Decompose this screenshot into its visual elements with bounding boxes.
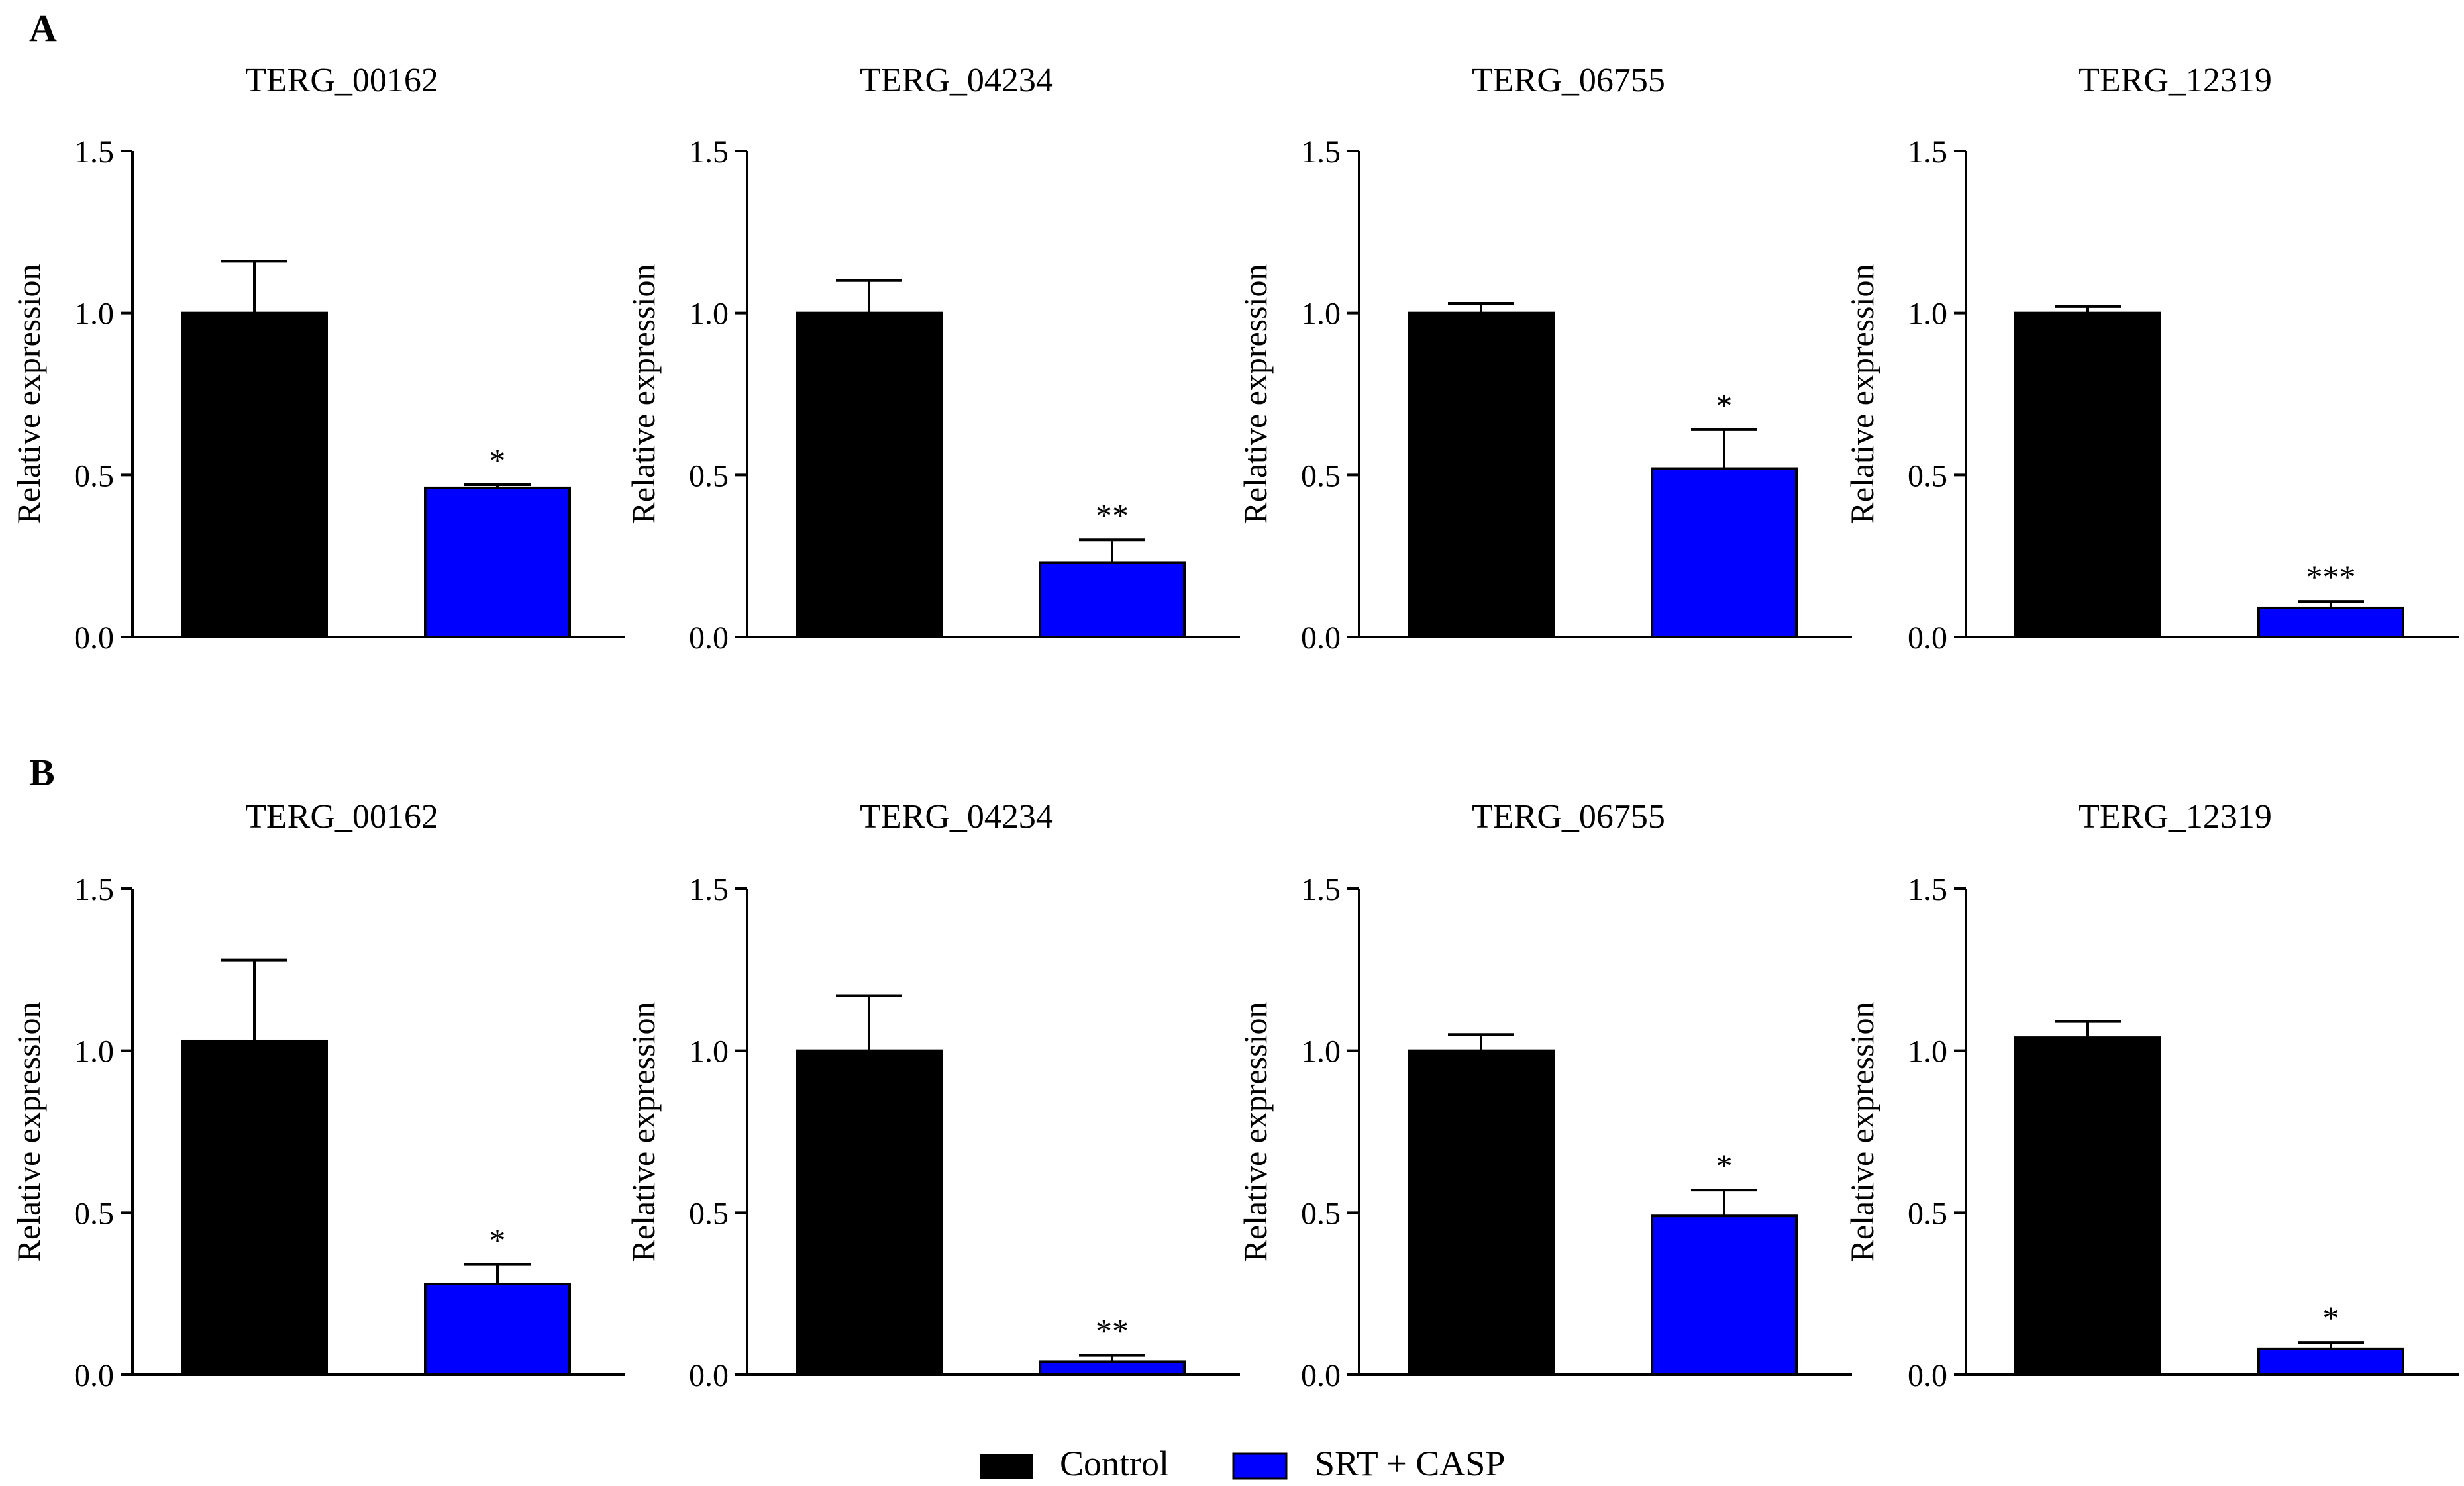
bar-control — [1408, 311, 1555, 638]
y-tick-label: 1.0 — [1301, 297, 1341, 332]
significance-marker: ** — [1096, 1313, 1129, 1350]
legend-label-srt-casp: SRT + CASP — [1315, 1444, 1505, 1483]
y-axis-label: Relative expression — [10, 1002, 47, 1262]
y-tick-label: 0.5 — [74, 1196, 114, 1231]
chart-title: TERG_04234 — [860, 62, 1053, 99]
y-tick-label: 0.5 — [74, 458, 114, 493]
panel-label-a: A — [29, 7, 57, 50]
bar-srt-casp — [424, 486, 571, 639]
y-tick-label: 0.5 — [689, 1196, 729, 1231]
bar-control — [796, 1049, 943, 1376]
y-axis-label: Relative expression — [1843, 1002, 1880, 1262]
panel-label-b: B — [29, 751, 55, 794]
bar-control — [2014, 1036, 2161, 1377]
legend-swatch-srt-casp — [1232, 1452, 1288, 1480]
significance-marker: * — [2323, 1299, 2339, 1336]
chart-b-4: TERG_12319 Relative expression 0.0 0.5 1.0 1.… — [1843, 798, 2459, 1393]
bar-srt-casp — [2257, 606, 2404, 639]
y-tick-label: 1.0 — [1908, 297, 1947, 332]
y-tick-label: 0.0 — [1908, 620, 1947, 656]
chart-title: TERG_06755 — [1472, 62, 1665, 99]
bar-srt-casp — [2257, 1347, 2404, 1377]
y-tick-label: 0.0 — [74, 1358, 114, 1393]
y-tick-label: 0.0 — [74, 620, 114, 656]
y-tick-label: 0.5 — [1908, 1196, 1947, 1231]
y-tick-label: 0.0 — [1908, 1358, 1947, 1393]
legend-label-control: Control — [1060, 1444, 1169, 1483]
y-axis-label: Relative expression — [625, 264, 662, 524]
chart-title: TERG_00162 — [245, 798, 438, 836]
significance-marker: * — [489, 442, 506, 479]
y-tick-label: 1.5 — [74, 134, 114, 170]
y-tick-label: 0.0 — [689, 1358, 729, 1393]
y-tick-label: 0.0 — [1301, 1358, 1341, 1393]
y-tick-label: 0.0 — [689, 620, 729, 656]
bar-srt-casp — [1651, 467, 1798, 639]
y-axis-label: Relative expression — [1237, 264, 1274, 524]
y-tick-label: 0.5 — [1301, 1196, 1341, 1231]
y-axis-label: Relative expression — [1843, 264, 1880, 524]
bar-control — [181, 1039, 328, 1377]
y-tick-label: 1.0 — [689, 297, 729, 332]
y-tick-label: 1.5 — [1301, 134, 1341, 170]
y-axis-label: Relative expression — [1237, 1002, 1274, 1262]
chart-title: TERG_00162 — [245, 62, 438, 99]
bar-srt-casp — [424, 1282, 571, 1377]
significance-marker: * — [1716, 1147, 1733, 1184]
y-axis-label: Relative expression — [10, 264, 47, 524]
y-tick-label: 1.0 — [689, 1034, 729, 1069]
bar-srt-casp — [1039, 1360, 1186, 1377]
chart-b-3: TERG_06755 Relative expression 0.0 0.5 1.0 1.… — [1237, 798, 1852, 1393]
y-tick-label: 1.5 — [689, 872, 729, 907]
y-tick-label: 0.0 — [1301, 620, 1341, 656]
bar-srt-casp — [1651, 1214, 1798, 1377]
chart-title: TERG_04234 — [860, 798, 1053, 836]
y-tick-label: 1.5 — [1908, 134, 1947, 170]
legend: Control SRT + CASP — [980, 1444, 1505, 1483]
bar-control — [1408, 1049, 1555, 1376]
chart-b-1: TERG_00162 Relative expression 0.0 0.5 1.0 1.… — [10, 798, 625, 1393]
y-axis-label: Relative expression — [625, 1002, 662, 1262]
bar-control — [796, 311, 943, 638]
bar-control — [181, 311, 328, 638]
significance-marker: * — [1716, 387, 1733, 424]
y-tick-label: 0.5 — [689, 458, 729, 493]
chart-a-1: TERG_00162 Relative expression 0.0 0.5 1.0 1.… — [10, 62, 625, 656]
bar-srt-casp — [1039, 561, 1186, 638]
charts: TERG_00162 Relative expression 0.0 0.5 1.0 1.… — [10, 62, 2459, 1393]
significance-marker: * — [489, 1222, 506, 1259]
bar-control — [2014, 311, 2161, 638]
chart-a-3: TERG_06755 Relative expression 0.0 0.5 1.0 1.… — [1237, 62, 1852, 656]
chart-a-2: TERG_04234 Relative expression 0.0 0.5 1.0 1.… — [625, 62, 1240, 656]
y-tick-label: 1.5 — [1301, 872, 1341, 907]
y-tick-label: 1.0 — [74, 1034, 114, 1069]
legend-swatch-control — [980, 1454, 1033, 1479]
chart-a-4: TERG_12319 Relative expression 0.0 0.5 1.0 1.… — [1843, 62, 2459, 656]
chart-title: TERG_12319 — [2079, 62, 2272, 99]
significance-marker: *** — [2306, 558, 2356, 595]
y-tick-label: 0.5 — [1908, 458, 1947, 493]
y-tick-label: 1.5 — [689, 134, 729, 170]
y-tick-label: 1.5 — [74, 872, 114, 907]
y-tick-label: 1.0 — [1908, 1034, 1947, 1069]
significance-marker: ** — [1096, 497, 1129, 534]
y-tick-label: 0.5 — [1301, 458, 1341, 493]
y-tick-label: 1.5 — [1908, 872, 1947, 907]
chart-title: TERG_12319 — [2079, 798, 2272, 836]
chart-b-2: TERG_04234 Relative expression 0.0 0.5 1.0 1.… — [625, 798, 1240, 1393]
y-tick-label: 1.0 — [74, 297, 114, 332]
y-tick-label: 1.0 — [1301, 1034, 1341, 1069]
chart-title: TERG_06755 — [1472, 798, 1665, 836]
